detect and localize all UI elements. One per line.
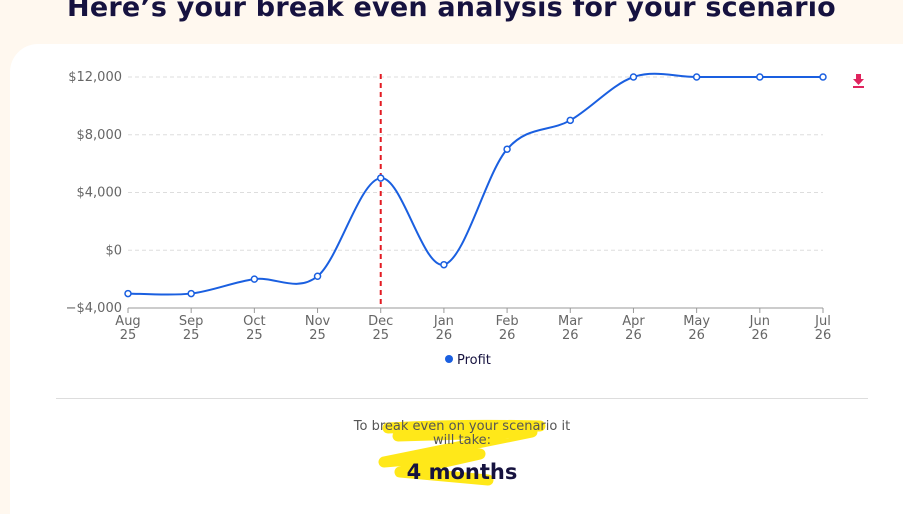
x-tick-label-line: 26 xyxy=(625,328,642,343)
x-tick-label-line: Oct xyxy=(243,314,265,329)
point xyxy=(819,73,827,81)
x-tick-label-line: Feb xyxy=(496,314,519,329)
point xyxy=(124,289,132,298)
x-tick-label: Oct 25 xyxy=(243,314,265,343)
download-bar xyxy=(853,86,864,88)
x-tick-label-line: Jul xyxy=(814,314,831,329)
result-duration: 4 months xyxy=(406,460,518,484)
divider xyxy=(56,398,868,399)
y-tick-label: $8,000 xyxy=(77,128,123,143)
x-tick-label: Feb 26 xyxy=(496,314,519,343)
download-icon[interactable] xyxy=(853,74,864,88)
x-tick-label-line: Aug xyxy=(115,314,140,329)
line xyxy=(127,72,823,296)
x-tick-label-line: Mar xyxy=(558,314,583,329)
x-tick-label: Mar 26 xyxy=(558,314,583,343)
x-tick-label-line: 26 xyxy=(562,328,579,343)
x-tick-label-line: 26 xyxy=(688,328,705,343)
point xyxy=(503,145,511,153)
x-tick-label-line: Apr xyxy=(622,314,645,329)
x-tick-label-line: Nov xyxy=(305,314,331,329)
x-tick-label-line: 25 xyxy=(372,328,389,343)
result-intro: To break even on your scenario it will t… xyxy=(353,419,571,448)
point xyxy=(692,73,701,81)
x-tick-label: Nov 25 xyxy=(305,314,331,343)
legend-dot xyxy=(445,355,453,363)
x-tick-label-line: 25 xyxy=(183,328,200,343)
point xyxy=(756,73,764,81)
x-tick-label: Sep 25 xyxy=(179,314,204,343)
point xyxy=(250,275,259,283)
page-title: Here’s your break even analysis for your… xyxy=(67,0,836,23)
x-tick-label: Jun 26 xyxy=(749,314,770,343)
x-tick-label-line: Jan xyxy=(433,314,454,329)
point xyxy=(376,174,385,182)
x-tick-label-line: 26 xyxy=(815,328,832,343)
x-tick-label: Jan 26 xyxy=(433,314,454,343)
y-tick-label: $12,000 xyxy=(68,70,122,85)
x-tick-label-line: 26 xyxy=(436,328,453,343)
x-tick-label-line: 25 xyxy=(246,328,263,343)
x-tick-label-line: Jun xyxy=(749,314,770,329)
legend-label: Profit xyxy=(457,353,491,368)
download-arrow xyxy=(853,74,864,85)
x-tick-label-line: 26 xyxy=(499,328,516,343)
x-tick-label: May 26 xyxy=(683,314,710,343)
x-tick-label: Jul 26 xyxy=(814,314,831,343)
point xyxy=(187,289,195,298)
point xyxy=(313,272,322,280)
x-tick-label: Apr 26 xyxy=(622,314,645,343)
x-tick-label-line: 25 xyxy=(309,328,326,343)
x-tick-label-line: Dec xyxy=(368,314,393,329)
x-tick-label-line: May xyxy=(683,314,710,329)
x-tick-label-line: 25 xyxy=(120,328,137,343)
x-tick-label: Aug 25 xyxy=(115,314,140,343)
y-tick-label: −$4,000 xyxy=(66,301,122,316)
point xyxy=(440,260,448,269)
point xyxy=(629,73,638,81)
x-tick-label-line: 26 xyxy=(752,328,769,343)
point xyxy=(566,116,575,125)
y-tick-label: $0 xyxy=(105,243,122,258)
y-tick-label: $4,000 xyxy=(77,186,123,201)
x-tick-label: Dec 25 xyxy=(368,314,393,343)
x-tick-label-line: Sep xyxy=(179,314,204,329)
